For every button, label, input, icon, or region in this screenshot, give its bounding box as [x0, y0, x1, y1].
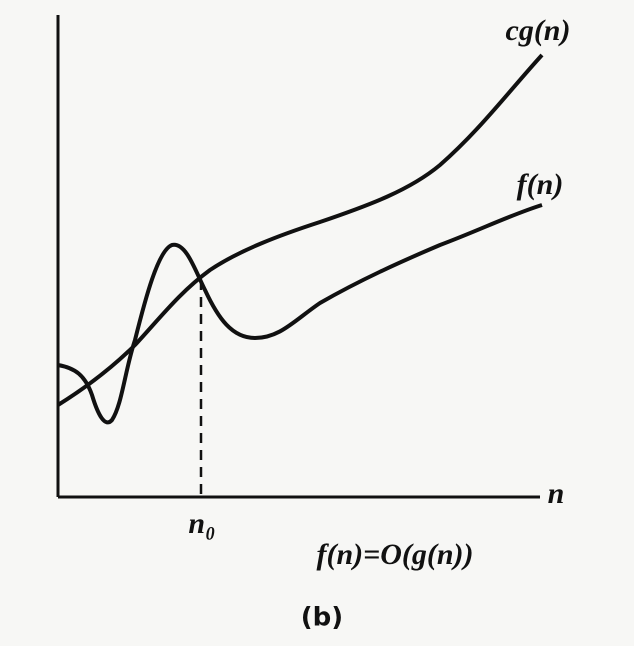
- x-axis-label: n: [548, 477, 565, 510]
- f-curve: [57, 203, 543, 425]
- figure-label: (b): [301, 603, 343, 633]
- n0-label: n₀: [188, 507, 215, 540]
- caption: f(n)=O(g(n)): [316, 538, 473, 571]
- f-label: f(n): [517, 168, 564, 201]
- cg-label: cg(n): [506, 14, 571, 47]
